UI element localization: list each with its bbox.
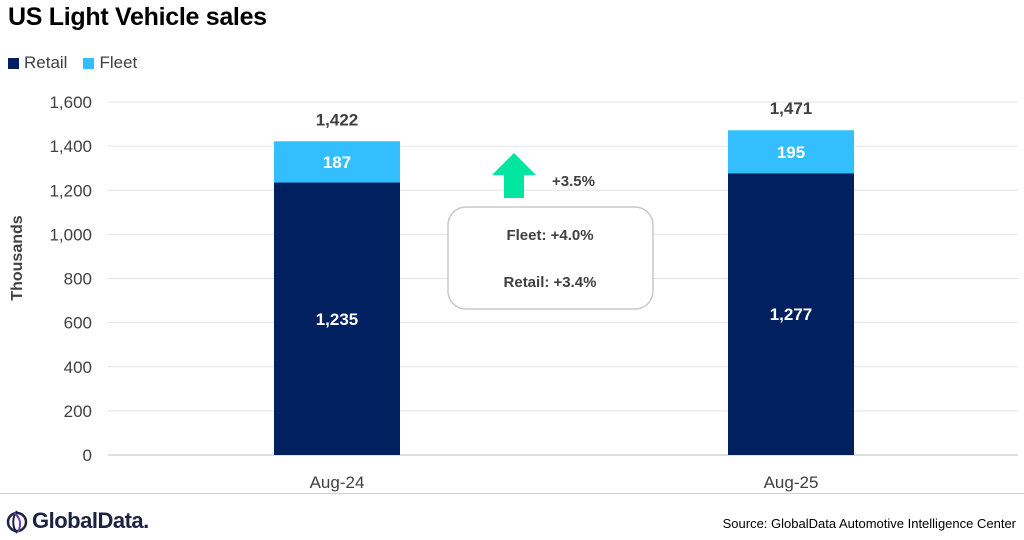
data-label-fleet: 195: [777, 143, 805, 162]
y-tick-labels: 0 200 400 600 800 1,000 1,200 1,400 1,600: [49, 93, 92, 465]
total-label: 1,422: [316, 110, 359, 129]
up-arrow-icon: [492, 153, 536, 198]
y-tick-label: 1,400: [49, 137, 92, 156]
x-tick-labels: Aug-24 Aug-25: [310, 473, 819, 492]
y-tick-label: 800: [64, 270, 92, 289]
change-breakdown-box: [447, 206, 654, 310]
chart-area: 0 200 400 600 800 1,000 1,200 1,400 1,600 Thousa…: [9, 93, 1018, 492]
globaldata-logo: GlobalData.: [6, 508, 149, 534]
bar-retail-0: [274, 182, 400, 455]
legend-item-retail: Retail: [8, 53, 67, 73]
y-tick-label: 1,600: [49, 93, 92, 112]
logo-text: GlobalData.: [32, 508, 149, 533]
globaldata-logo-icon: [6, 510, 28, 534]
total-change-label: +3.5%: [552, 173, 595, 190]
x-tick-label: Aug-24: [310, 473, 365, 492]
legend-label-retail: Retail: [24, 53, 68, 72]
fleet-change-label: Fleet: +4.0%: [506, 227, 593, 244]
data-label-retail: 1,277: [770, 305, 813, 324]
bar-retail-1: [728, 173, 854, 455]
legend: Retail Fleet: [8, 53, 153, 73]
y-tick-label: 400: [64, 358, 92, 377]
y-tick-label: 200: [64, 402, 92, 421]
y-tick-label: 600: [64, 314, 92, 333]
bars: 1,235 187 1,422 1,277 195 1,471: [274, 99, 854, 455]
bar-fleet-1: [728, 130, 854, 174]
legend-item-fleet: Fleet: [83, 53, 137, 73]
y-axis-label: Thousands: [9, 215, 26, 300]
x-tick-label: Aug-25: [764, 473, 819, 492]
y-tick-label: 1,000: [49, 225, 92, 244]
y-tick-label: 1,200: [49, 181, 92, 200]
source-note: Source: GlobalData Automotive Intelligen…: [722, 516, 1016, 531]
footer-divider: [0, 493, 1024, 494]
bar-fleet-0: [274, 141, 400, 183]
data-label-fleet: 187: [323, 153, 351, 172]
data-label-retail: 1,235: [316, 310, 359, 329]
legend-label-fleet: Fleet: [99, 53, 138, 72]
chart-title: US Light Vehicle sales: [8, 3, 267, 31]
legend-swatch-retail: [8, 57, 19, 69]
retail-change-label: Retail: +3.4%: [504, 274, 597, 291]
y-tick-label: 0: [83, 446, 92, 465]
total-label: 1,471: [770, 99, 813, 118]
legend-swatch-fleet: [83, 57, 95, 69]
